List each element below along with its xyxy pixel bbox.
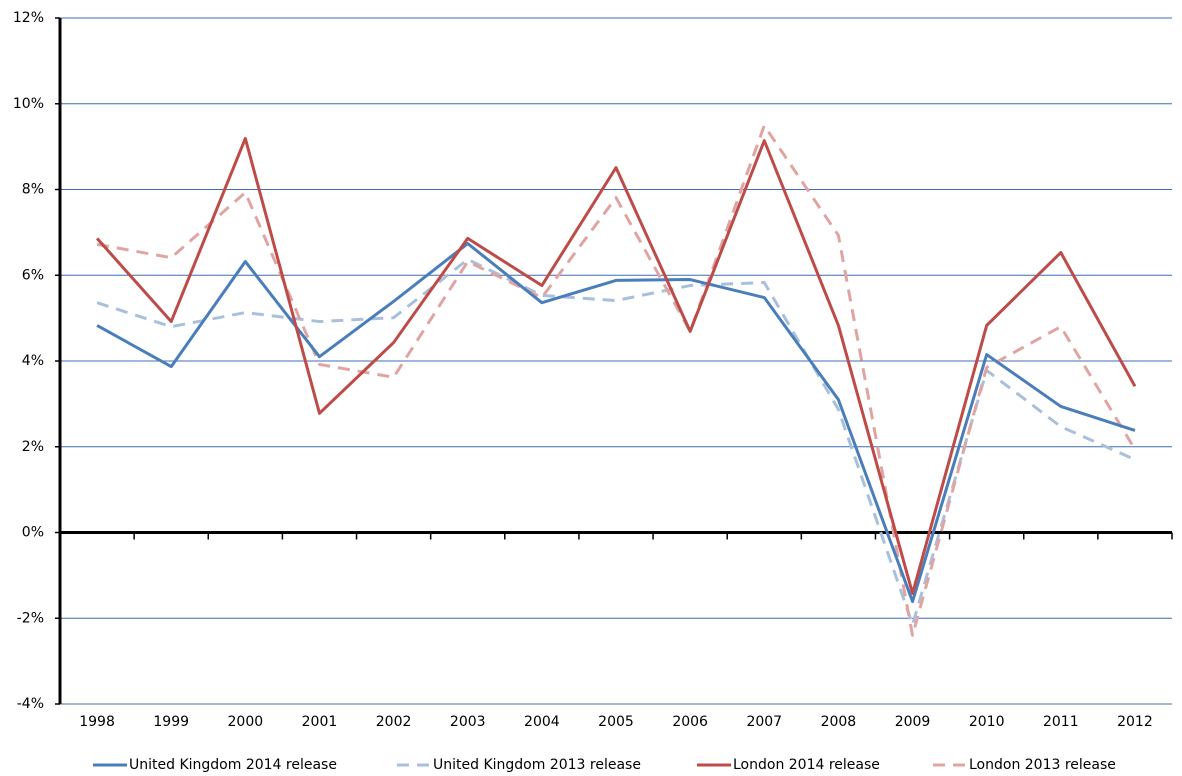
- x-tick-label: 2000: [228, 714, 264, 730]
- x-tick-label: 2010: [969, 714, 1005, 730]
- x-tick-label: 2011: [1043, 714, 1079, 730]
- y-tick-label: 12%: [13, 10, 44, 26]
- x-tick-label: 2004: [524, 714, 560, 730]
- legend-label: United Kingdom 2014 release: [129, 757, 337, 773]
- x-tick-label: 1998: [79, 714, 115, 730]
- x-tick-label: 2003: [450, 714, 486, 730]
- legend-label: London 2013 release: [969, 757, 1116, 773]
- legend-label: London 2014 release: [733, 757, 880, 773]
- x-tick-label: 2006: [672, 714, 708, 730]
- y-tick-label: 2%: [22, 439, 44, 455]
- x-tick-label: 2001: [302, 714, 338, 730]
- series-line: [96, 124, 1137, 637]
- series-line: [96, 242, 1136, 604]
- x-tick-label: 2007: [746, 714, 782, 730]
- y-tick-label: -2%: [17, 610, 44, 626]
- y-tick-label: 4%: [22, 353, 44, 369]
- y-tick-label: 0%: [22, 525, 44, 541]
- y-tick-label: -4%: [17, 696, 44, 712]
- x-tick-label: 2012: [1117, 714, 1153, 730]
- legend-label: United Kingdom 2013 release: [433, 757, 641, 773]
- series-line: [95, 136, 1137, 595]
- x-tick-label: 1999: [153, 714, 189, 730]
- x-tick-label: 2005: [598, 714, 634, 730]
- y-tick-label: 10%: [13, 96, 44, 112]
- x-tick-label: 2002: [376, 714, 412, 730]
- x-tick-label: 2009: [895, 714, 931, 730]
- series-line: [96, 257, 1136, 627]
- y-tick-label: 6%: [22, 267, 44, 283]
- y-tick-label: 8%: [22, 182, 44, 198]
- x-tick-label: 2008: [821, 714, 857, 730]
